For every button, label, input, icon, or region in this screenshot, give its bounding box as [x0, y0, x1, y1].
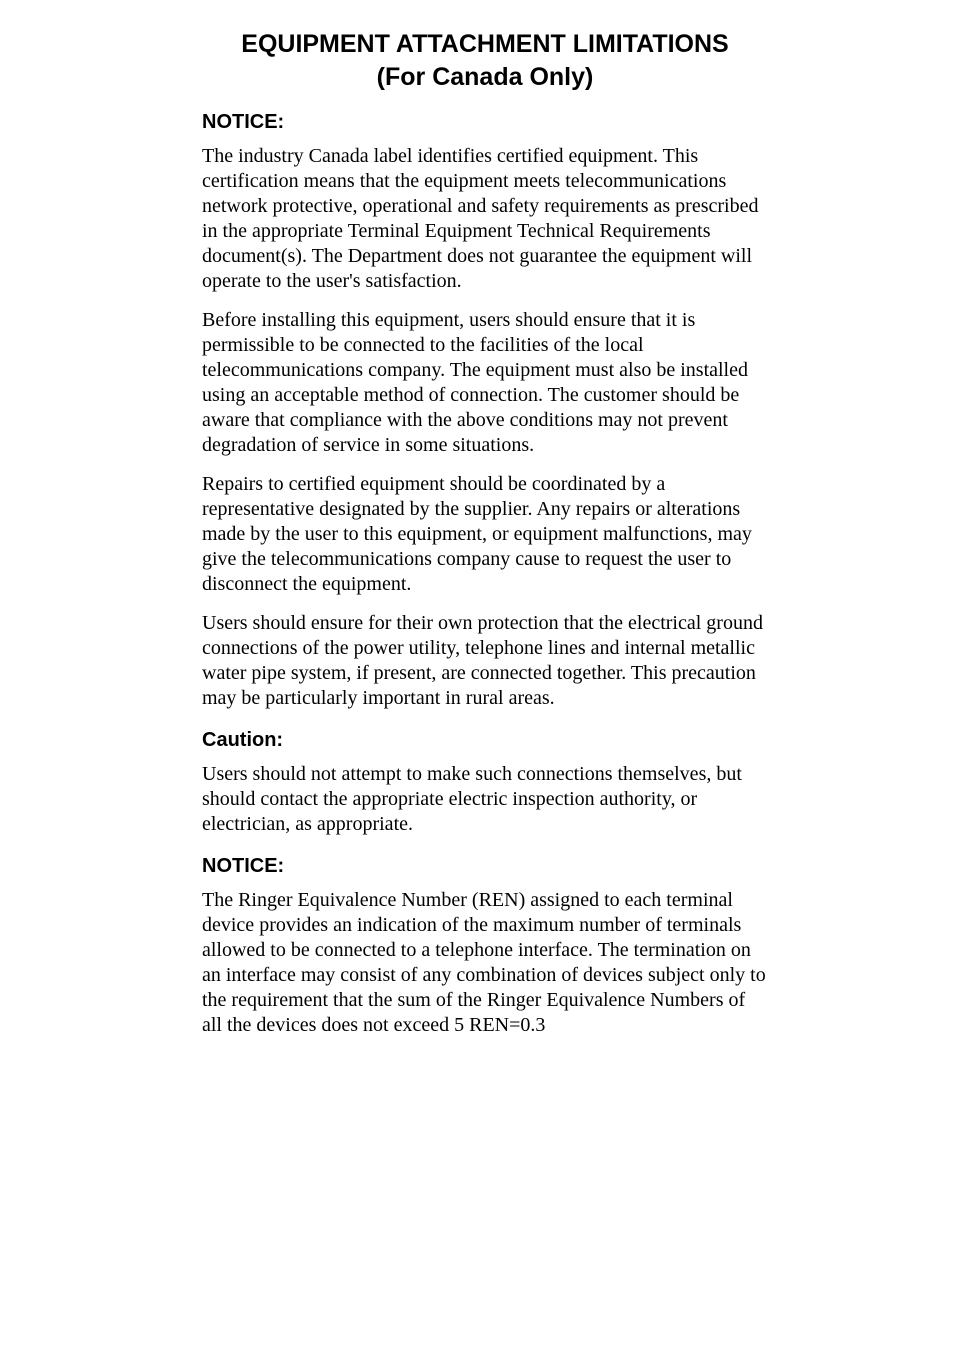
notice1-paragraph-2: Before installing this equipment, users … [202, 308, 768, 458]
notice1-paragraph-1: The industry Canada label identifies cer… [202, 144, 768, 294]
notice2-paragraph-1: The Ringer Equivalence Number (REN) assi… [202, 888, 768, 1038]
caution-paragraph-1: Users should not attempt to make such co… [202, 762, 768, 837]
notice1-paragraph-3: Repairs to certified equipment should be… [202, 472, 768, 597]
document-title: EQUIPMENT ATTACHMENT LIMITATIONS (For Ca… [202, 28, 768, 93]
notice1-paragraph-4: Users should ensure for their own protec… [202, 611, 768, 711]
document-page: EQUIPMENT ATTACHMENT LIMITATIONS (For Ca… [0, 0, 954, 1038]
caution-heading: Caution: [202, 729, 768, 752]
notice-heading-2: NOTICE: [202, 855, 768, 878]
title-line-2: (For Canada Only) [377, 63, 594, 91]
title-line-1: EQUIPMENT ATTACHMENT LIMITATIONS [241, 30, 728, 58]
notice-heading-1: NOTICE: [202, 111, 768, 134]
